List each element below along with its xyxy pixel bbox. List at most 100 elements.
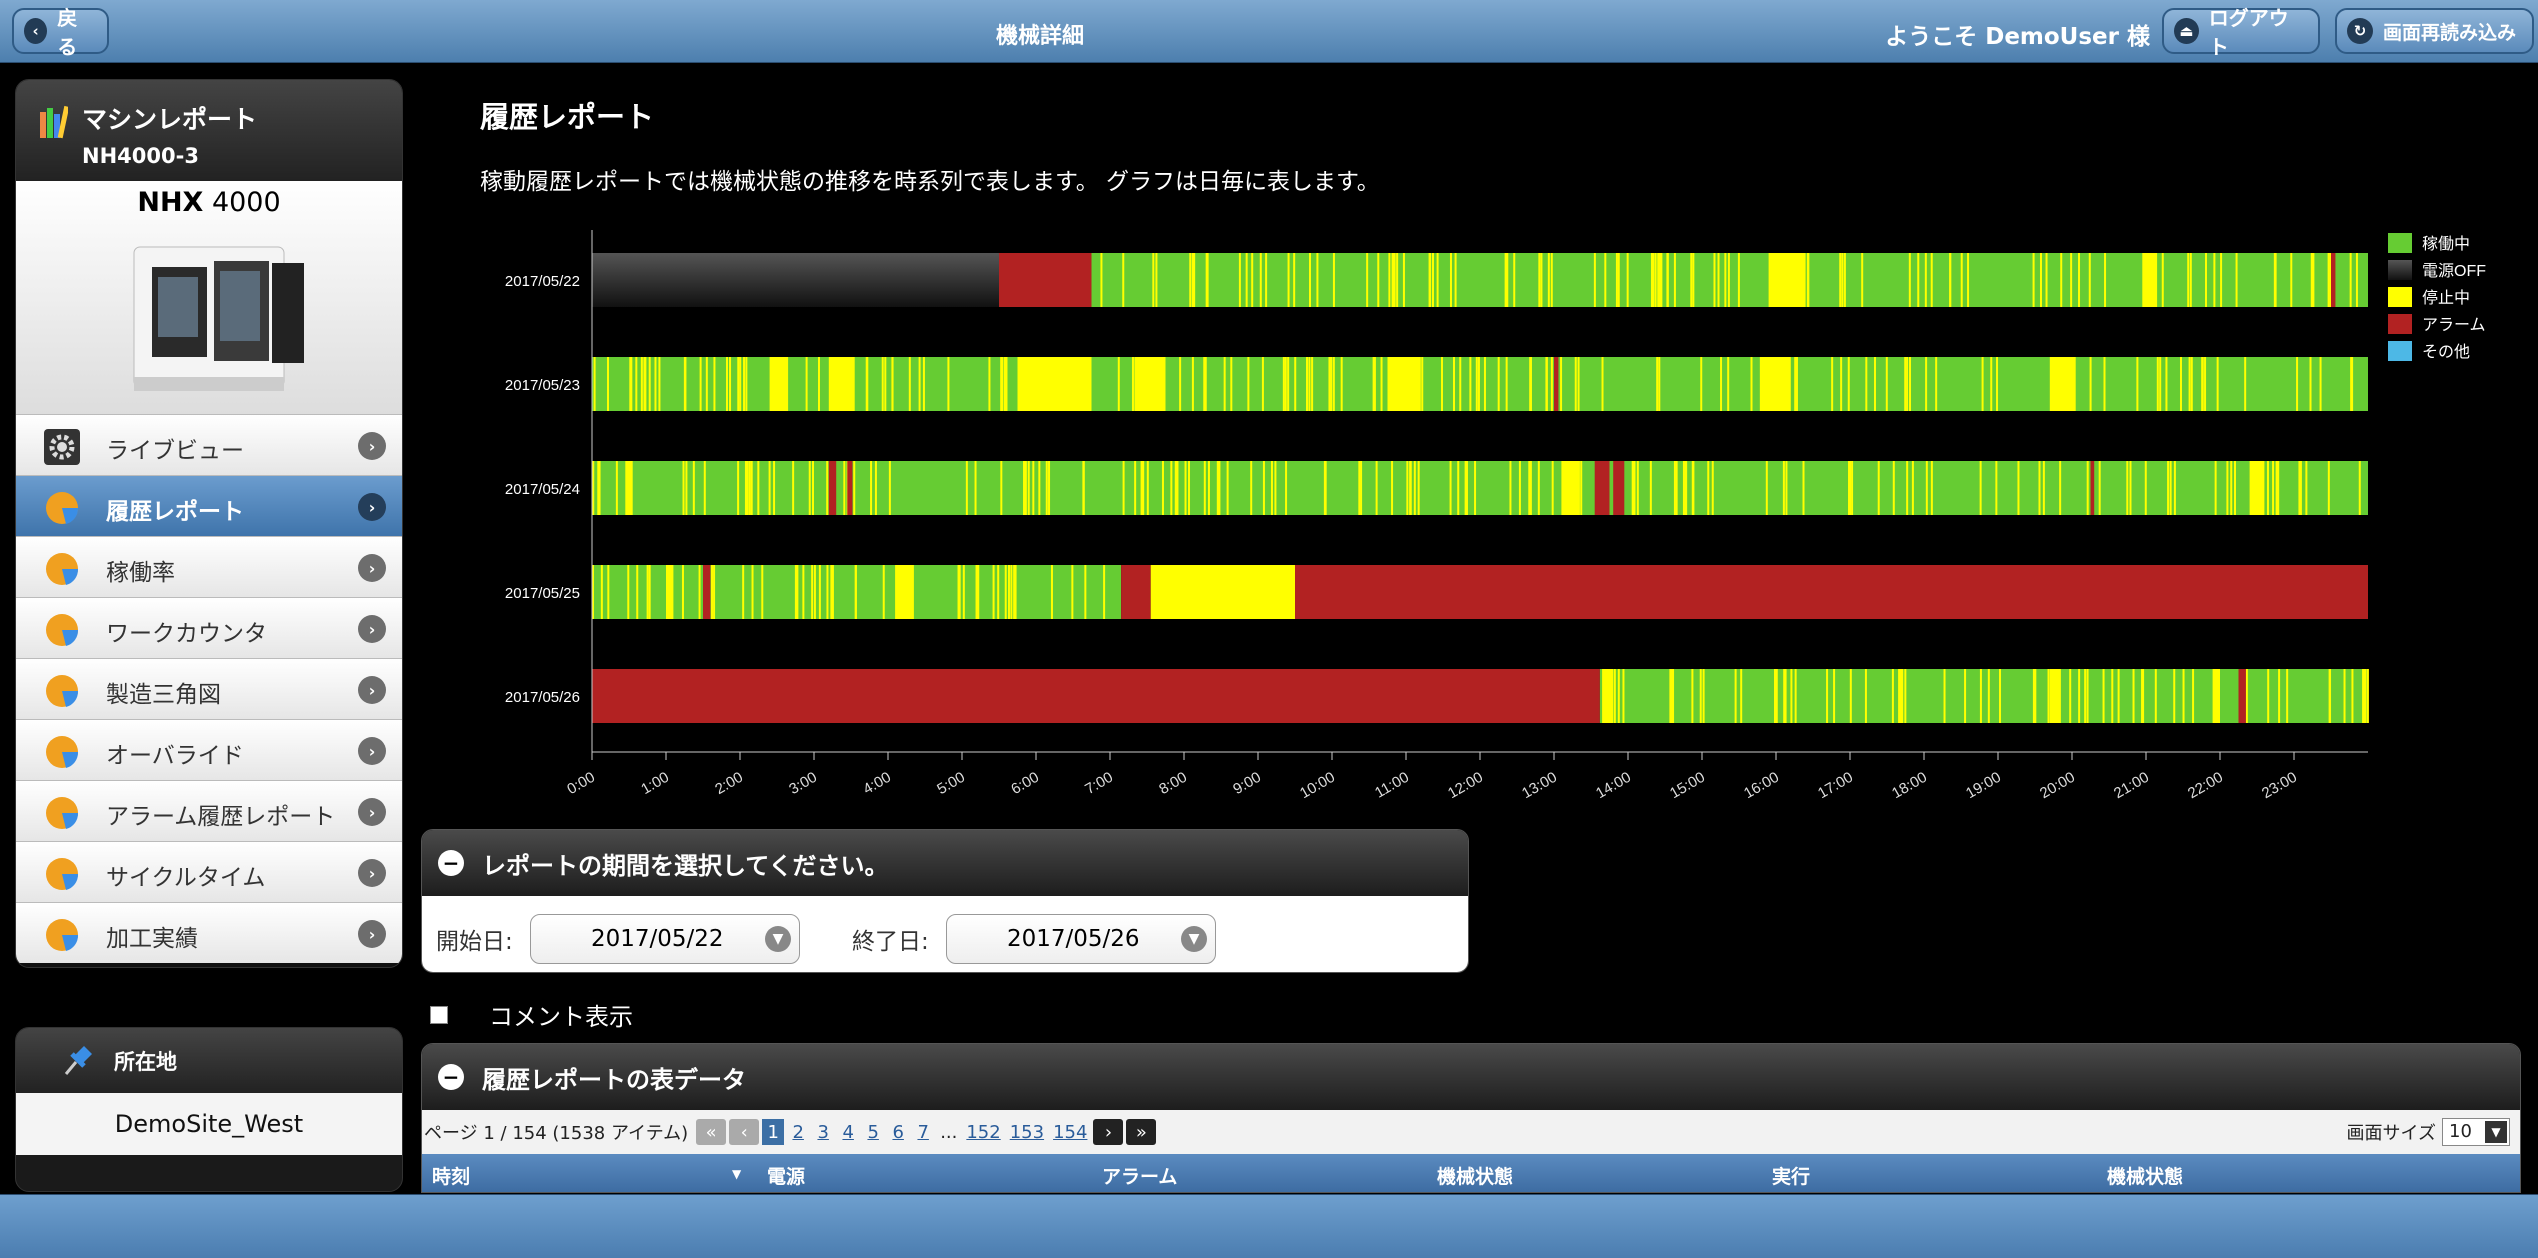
sidebar-item[interactable]: ライブビュー › bbox=[16, 414, 402, 475]
timeline-tick-stop bbox=[1431, 253, 1434, 307]
page-link[interactable]: 6 bbox=[892, 1121, 904, 1143]
timeline-tick-stop bbox=[773, 461, 776, 515]
row-date-label: 2017/05/22 bbox=[505, 273, 580, 290]
timeline-tick-stop bbox=[812, 461, 815, 515]
column-header[interactable]: アラーム bbox=[1102, 1166, 1178, 1188]
logout-label: ログアウト bbox=[2208, 6, 2289, 59]
timeline-tick-stop bbox=[710, 565, 713, 619]
first-page-icon[interactable]: « bbox=[696, 1119, 727, 1145]
timeline-tick-stop bbox=[2173, 669, 2176, 723]
timeline-tick-stop bbox=[870, 461, 873, 515]
timeline-tick-stop bbox=[640, 357, 643, 411]
start-date-select[interactable]: 2017/05/22 ▼ bbox=[530, 914, 800, 964]
timeline-tick-stop bbox=[2142, 669, 2145, 723]
timeline-tick-stop bbox=[1311, 357, 1314, 411]
comment-toggle[interactable]: コメント表示 bbox=[430, 997, 633, 1032]
timeline-tick-stop bbox=[1340, 357, 1343, 411]
page-link[interactable]: 5 bbox=[867, 1121, 879, 1143]
last-page-icon[interactable]: » bbox=[1126, 1119, 1157, 1145]
timeline-tick-stop bbox=[1465, 461, 1468, 515]
timeline-tick-stop bbox=[1622, 669, 1625, 723]
timeline-tick-stop bbox=[2290, 253, 2293, 307]
timeline-tick-stop bbox=[2126, 461, 2129, 515]
collapse-icon[interactable]: − bbox=[438, 850, 464, 876]
timeline-tick-stop bbox=[891, 357, 894, 411]
sidebar-item[interactable]: 製造三角図 › bbox=[16, 658, 402, 719]
timeline-tick-stop bbox=[2305, 461, 2308, 515]
timeline-tick-stop bbox=[1613, 669, 1616, 723]
page-link[interactable]: 153 bbox=[1009, 1121, 1045, 1143]
timeline-tick-stop bbox=[1003, 357, 1006, 411]
sidebar-item[interactable]: ワークカウンタ › bbox=[16, 597, 402, 658]
sidebar-item[interactable]: オーバライド › bbox=[16, 719, 402, 780]
timeline-tick-stop bbox=[2312, 253, 2315, 307]
timeline-tick-stop bbox=[1259, 253, 1262, 307]
logout-button[interactable]: ⏏ ログアウト bbox=[2162, 6, 2320, 59]
timeline-tick-stop bbox=[1690, 253, 1693, 307]
comment-checkbox[interactable] bbox=[430, 1005, 448, 1024]
page-size-select[interactable]: 10 ▼ bbox=[2442, 1118, 2510, 1146]
prev-page-icon[interactable]: ‹ bbox=[729, 1119, 760, 1145]
timeline-tick-stop bbox=[958, 565, 961, 619]
column-header[interactable]: 機械状態 bbox=[2107, 1166, 2184, 1188]
timeline-tick-stop bbox=[1226, 461, 1229, 515]
column-header[interactable]: 時刻 bbox=[432, 1166, 471, 1188]
column-header[interactable]: 電源 bbox=[767, 1166, 806, 1188]
timeline-tick-stop bbox=[597, 461, 600, 515]
table-panel-header[interactable]: − 履歴レポートの表データ bbox=[422, 1044, 2520, 1110]
machine-image bbox=[133, 246, 304, 391]
page-link[interactable]: 2 bbox=[792, 1121, 804, 1143]
back-button[interactable]: ‹ 戻る bbox=[12, 6, 109, 59]
timeline-segment-alarm bbox=[592, 669, 1600, 723]
timeline-segment-stop bbox=[1150, 565, 1295, 619]
timeline-tick-stop bbox=[1545, 357, 1548, 411]
timeline-tick-stop bbox=[1802, 461, 1805, 515]
timeline-tick-stop bbox=[2159, 357, 2162, 411]
timeline-tick-stop bbox=[1436, 253, 1439, 307]
timeline-tick-stop bbox=[745, 461, 748, 515]
timeline-tick-stop bbox=[2060, 253, 2063, 307]
timeline-tick-stop bbox=[1660, 253, 1663, 307]
timeline-tick-stop bbox=[2272, 461, 2275, 515]
timeline-tick-stop bbox=[2327, 253, 2330, 307]
timeline-tick-stop bbox=[725, 357, 728, 411]
page-link[interactable]: 4 bbox=[842, 1121, 854, 1143]
sort-desc-icon[interactable]: ▼ bbox=[732, 1167, 742, 1181]
collapse-icon[interactable]: − bbox=[438, 1064, 464, 1090]
timeline-tick-stop bbox=[1654, 253, 1657, 307]
timeline-tick-stop bbox=[2129, 461, 2132, 515]
timeline-tick-stop bbox=[1925, 461, 1928, 515]
sidebar-item[interactable]: サイクルタイム › bbox=[16, 841, 402, 902]
period-panel-header[interactable]: − レポートの期間を選択してください。 bbox=[422, 830, 1468, 896]
gear-icon bbox=[44, 429, 80, 465]
timeline-tick-stop bbox=[1285, 461, 1288, 515]
timeline-tick-stop bbox=[1328, 357, 1331, 411]
page-link[interactable]: 154 bbox=[1053, 1121, 1088, 1143]
timeline-tick-stop bbox=[1987, 669, 1990, 723]
next-page-icon[interactable]: › bbox=[1093, 1119, 1124, 1145]
page-link[interactable]: 152 bbox=[966, 1121, 1001, 1143]
timeline-tick-stop bbox=[1702, 669, 1705, 723]
timeline-tick-stop bbox=[1783, 669, 1786, 723]
timeline-tick-stop bbox=[1999, 669, 2002, 723]
timeline-tick-stop bbox=[1666, 253, 1669, 307]
sidebar-item[interactable]: アラーム履歴レポート › bbox=[16, 780, 402, 841]
timeline-tick-stop bbox=[2103, 357, 2106, 411]
sidebar-item[interactable]: 加工実績 › bbox=[16, 902, 402, 963]
timeline-tick-stop bbox=[643, 357, 646, 411]
timeline-tick-stop bbox=[1457, 461, 1460, 515]
page-link[interactable]: 7 bbox=[917, 1121, 929, 1143]
end-date-select[interactable]: 2017/05/26 ▼ bbox=[946, 914, 1216, 964]
column-header[interactable]: 機械状態 bbox=[1437, 1166, 1514, 1188]
page-link[interactable]: 1 bbox=[762, 1119, 785, 1145]
timeline-tick-stop bbox=[1794, 357, 1797, 411]
reload-button[interactable]: ↻ 画面再読み込み bbox=[2335, 8, 2534, 54]
timeline-tick-stop bbox=[2034, 669, 2037, 723]
page-link[interactable]: 3 bbox=[817, 1121, 829, 1143]
column-header[interactable]: 実行 bbox=[1772, 1166, 1811, 1188]
timeline-tick-stop bbox=[792, 461, 795, 515]
sidebar-item[interactable]: 稼働率 › bbox=[16, 536, 402, 597]
sidebar-item[interactable]: 履歴レポート › bbox=[16, 475, 402, 536]
timeline-tick-stop bbox=[2319, 357, 2322, 411]
refresh-icon: ↻ bbox=[2347, 18, 2373, 44]
